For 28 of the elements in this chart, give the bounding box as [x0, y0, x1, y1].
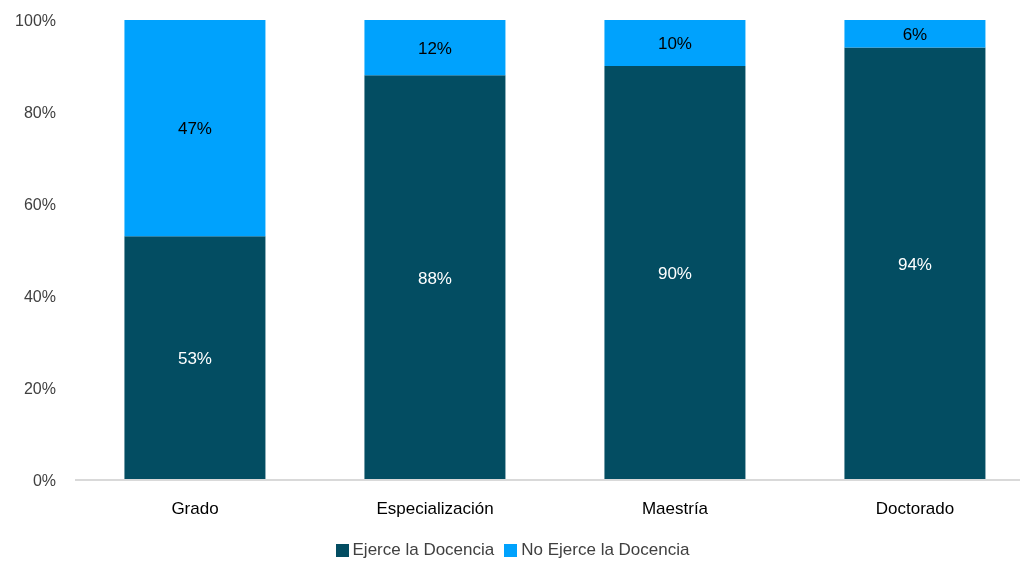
data-label: 94%: [897, 254, 932, 274]
data-label: 12%: [417, 38, 452, 58]
bar: [844, 47, 986, 480]
bar: [844, 20, 986, 48]
data-label: 90%: [657, 264, 692, 284]
data-label: 47%: [177, 119, 212, 139]
x-tick-label: Especialización: [376, 499, 494, 519]
bar: [124, 20, 266, 237]
bar: [124, 236, 266, 480]
data-label: 53%: [177, 349, 212, 369]
x-tick-label: Maestría: [641, 499, 709, 519]
y-tick-label: 20%: [23, 379, 56, 397]
data-label: 10%: [657, 34, 692, 54]
bar: [604, 66, 746, 480]
legend-label: No Ejerce la Docencia: [521, 540, 690, 559]
bar: [364, 75, 506, 480]
x-tick-label: Doctorado: [875, 499, 955, 519]
legend-label: Ejerce la Docencia: [352, 540, 495, 559]
bar: [604, 20, 746, 66]
y-tick-label: 80%: [23, 103, 56, 121]
x-tick-label: Grado: [171, 499, 219, 519]
y-tick-label: 40%: [23, 287, 56, 305]
y-tick-label: 100%: [15, 11, 56, 29]
y-tick-label: 0%: [32, 471, 56, 489]
data-label: 6%: [902, 24, 928, 44]
bar: [364, 20, 506, 76]
y-tick-label: 60%: [23, 195, 56, 213]
data-label: 88%: [417, 268, 452, 288]
